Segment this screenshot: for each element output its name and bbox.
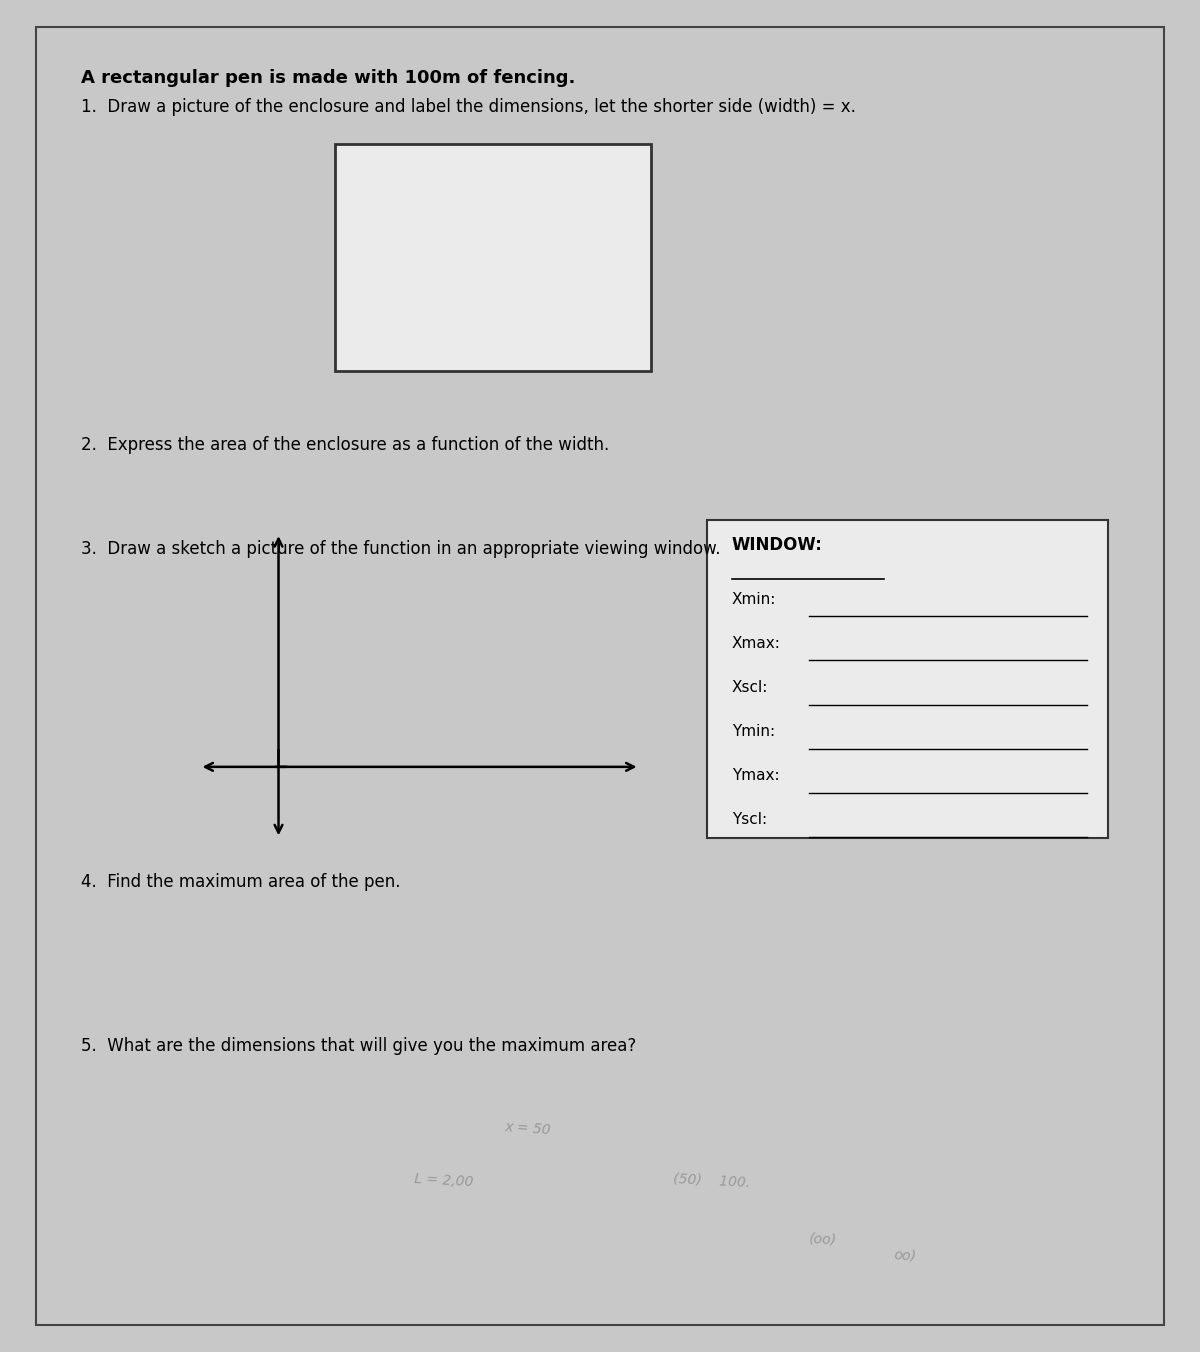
Bar — [335, 143, 650, 370]
Text: x = 50: x = 50 — [504, 1119, 551, 1137]
Text: L = 2,00: L = 2,00 — [414, 1172, 474, 1188]
Text: WINDOW:: WINDOW: — [732, 535, 823, 554]
Bar — [707, 521, 1108, 838]
Text: Yscl:: Yscl: — [732, 813, 767, 827]
Text: 2.  Express the area of the enclosure as a function of the width.: 2. Express the area of the enclosure as … — [82, 435, 610, 454]
Text: (50)    100.: (50) 100. — [673, 1172, 751, 1190]
Text: 3.  Draw a sketch a picture of the function in an appropriate viewing window.: 3. Draw a sketch a picture of the functi… — [82, 539, 721, 558]
Text: oo): oo) — [893, 1247, 917, 1263]
Text: 4.  Find the maximum area of the pen.: 4. Find the maximum area of the pen. — [82, 873, 401, 891]
Text: Ymax:: Ymax: — [732, 768, 780, 783]
Text: 5.  What are the dimensions that will give you the maximum area?: 5. What are the dimensions that will giv… — [82, 1037, 636, 1055]
Text: A rectangular pen is made with 100m of fencing.: A rectangular pen is made with 100m of f… — [82, 69, 576, 87]
Text: (oo): (oo) — [809, 1232, 838, 1247]
Text: Ymin:: Ymin: — [732, 725, 775, 740]
Text: Xmin:: Xmin: — [732, 592, 776, 607]
Text: Xscl:: Xscl: — [732, 680, 768, 695]
Text: Xmax:: Xmax: — [732, 635, 781, 650]
Text: 1.  Draw a picture of the enclosure and label the dimensions, let the shorter si: 1. Draw a picture of the enclosure and l… — [82, 99, 856, 116]
